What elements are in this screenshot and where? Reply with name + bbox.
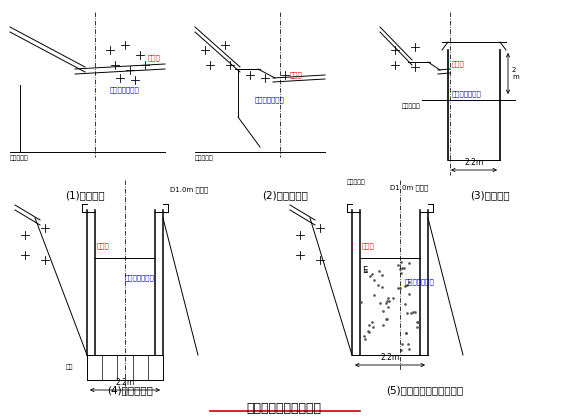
- Text: (5)清孔、水下混凝土锚固: (5)清孔、水下混凝土锚固: [386, 385, 463, 395]
- Text: 2.2m: 2.2m: [381, 353, 400, 362]
- Text: E: E: [362, 266, 367, 274]
- Text: D1.0m 钢护筒: D1.0m 钢护筒: [170, 187, 208, 193]
- Text: 渗流水: 渗流水: [97, 243, 110, 249]
- Text: 中风化泥质砂岩: 中风化泥质砂岩: [125, 275, 155, 281]
- Text: 中风化泥质砂岩: 中风化泥质砂岩: [110, 87, 140, 93]
- Text: 渗流水: 渗流水: [362, 243, 375, 249]
- Text: (3)引孔施工: (3)引孔施工: [470, 190, 510, 200]
- Text: 2.2m: 2.2m: [115, 378, 135, 387]
- Text: 2.2m: 2.2m: [465, 158, 483, 167]
- Text: (1)原始地形: (1)原始地形: [65, 190, 105, 200]
- Text: 渗流水: 渗流水: [290, 72, 303, 78]
- Text: (2)理坡、平坡: (2)理坡、平坡: [262, 190, 308, 200]
- Text: 桩位: 桩位: [65, 364, 73, 370]
- Text: 桩位中心线: 桩位中心线: [10, 155, 29, 160]
- Text: (4)钢护筒安放: (4)钢护筒安放: [107, 385, 153, 395]
- Text: 渗流水: 渗流水: [452, 61, 465, 67]
- Text: 中风化泥质砂岩: 中风化泥质砂岩: [405, 279, 435, 285]
- Text: 2
m: 2 m: [512, 67, 519, 80]
- Text: 桩位中心线: 桩位中心线: [195, 155, 214, 160]
- Text: D1.0m 钢护筒: D1.0m 钢护筒: [390, 185, 428, 191]
- Text: 桩位中心线: 桩位中心线: [346, 179, 365, 185]
- Text: 桩位中心线: 桩位中心线: [401, 103, 420, 109]
- Text: 钢护筒植桩施工示意图: 钢护筒植桩施工示意图: [247, 401, 321, 414]
- Text: 中风化泥质砂岩: 中风化泥质砂岩: [255, 97, 285, 103]
- Text: 中风化泥质砂岩: 中风化泥质砂岩: [452, 91, 482, 97]
- Text: 渗流水: 渗流水: [148, 55, 161, 61]
